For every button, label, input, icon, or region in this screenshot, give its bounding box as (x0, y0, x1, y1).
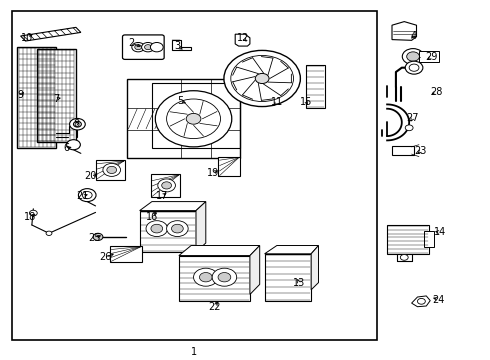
Bar (151, 174, 180, 197)
Circle shape (417, 298, 425, 304)
Circle shape (142, 42, 154, 52)
Circle shape (70, 118, 85, 130)
Text: 25: 25 (88, 233, 101, 243)
Text: 27: 27 (406, 113, 419, 123)
Circle shape (405, 125, 413, 131)
Circle shape (218, 273, 231, 282)
Bar (387, 225, 429, 254)
Bar (96, 160, 125, 180)
Text: 12: 12 (237, 33, 250, 43)
Text: 9: 9 (18, 90, 24, 100)
Circle shape (402, 49, 424, 64)
Bar (110, 246, 142, 262)
Text: 11: 11 (271, 96, 283, 107)
Polygon shape (265, 246, 318, 254)
Text: 16: 16 (146, 212, 158, 222)
Circle shape (167, 221, 188, 237)
Bar (12, 11, 377, 340)
Circle shape (145, 45, 151, 50)
Bar (218, 157, 240, 176)
Polygon shape (392, 22, 416, 40)
Text: 23: 23 (414, 146, 427, 156)
Circle shape (67, 140, 80, 150)
Polygon shape (172, 40, 191, 50)
Text: 15: 15 (300, 96, 313, 107)
Bar (392, 146, 414, 155)
Circle shape (162, 182, 172, 189)
Bar (17, 47, 56, 148)
Polygon shape (250, 246, 260, 294)
Polygon shape (140, 202, 206, 211)
Bar (424, 231, 434, 247)
Circle shape (172, 224, 183, 233)
Circle shape (155, 91, 232, 147)
Circle shape (199, 273, 212, 282)
Text: 7: 7 (53, 94, 59, 104)
Circle shape (74, 121, 81, 127)
Text: 3: 3 (174, 41, 180, 51)
Circle shape (82, 192, 92, 199)
Circle shape (194, 268, 218, 286)
Text: 5: 5 (177, 96, 183, 106)
Polygon shape (311, 246, 318, 290)
Circle shape (255, 73, 269, 84)
Text: 4: 4 (411, 31, 417, 41)
Circle shape (158, 179, 175, 192)
Circle shape (29, 210, 37, 216)
Text: 14: 14 (434, 227, 446, 237)
Circle shape (400, 255, 408, 260)
Text: 8: 8 (73, 119, 79, 129)
Text: 6: 6 (63, 143, 69, 153)
FancyBboxPatch shape (122, 35, 164, 59)
Text: 29: 29 (425, 52, 438, 62)
Circle shape (231, 55, 294, 102)
Circle shape (132, 42, 145, 52)
Circle shape (150, 42, 163, 52)
Bar (179, 256, 250, 301)
Circle shape (407, 52, 419, 61)
Circle shape (405, 61, 423, 74)
Bar (140, 211, 196, 252)
Circle shape (107, 166, 117, 174)
Text: 24: 24 (432, 294, 445, 305)
Circle shape (146, 221, 168, 237)
Bar (419, 51, 439, 62)
Circle shape (93, 233, 103, 240)
Circle shape (167, 99, 220, 139)
Circle shape (46, 231, 52, 235)
Circle shape (212, 268, 237, 286)
Polygon shape (235, 34, 250, 46)
Text: 20: 20 (84, 171, 97, 181)
Circle shape (103, 163, 121, 176)
Polygon shape (412, 296, 430, 307)
Text: 26: 26 (99, 252, 112, 262)
Polygon shape (179, 246, 260, 256)
Circle shape (78, 189, 96, 202)
Text: 10: 10 (21, 33, 33, 43)
Circle shape (224, 50, 300, 107)
Text: 2: 2 (128, 38, 134, 48)
Bar (37, 49, 76, 142)
Text: 21: 21 (76, 191, 89, 201)
Text: 18: 18 (24, 212, 36, 222)
Bar (127, 79, 240, 158)
Text: 17: 17 (155, 191, 168, 201)
Circle shape (409, 64, 419, 71)
Circle shape (151, 224, 163, 233)
Circle shape (186, 113, 201, 124)
Polygon shape (196, 202, 206, 252)
Circle shape (135, 45, 142, 50)
Bar (306, 65, 325, 108)
Text: 22: 22 (208, 302, 221, 312)
Text: 28: 28 (430, 87, 442, 97)
Text: 19: 19 (207, 168, 220, 178)
Polygon shape (21, 27, 81, 41)
Bar (152, 83, 240, 148)
Bar (265, 254, 311, 301)
Text: 13: 13 (293, 278, 305, 288)
Text: 1: 1 (191, 347, 196, 357)
